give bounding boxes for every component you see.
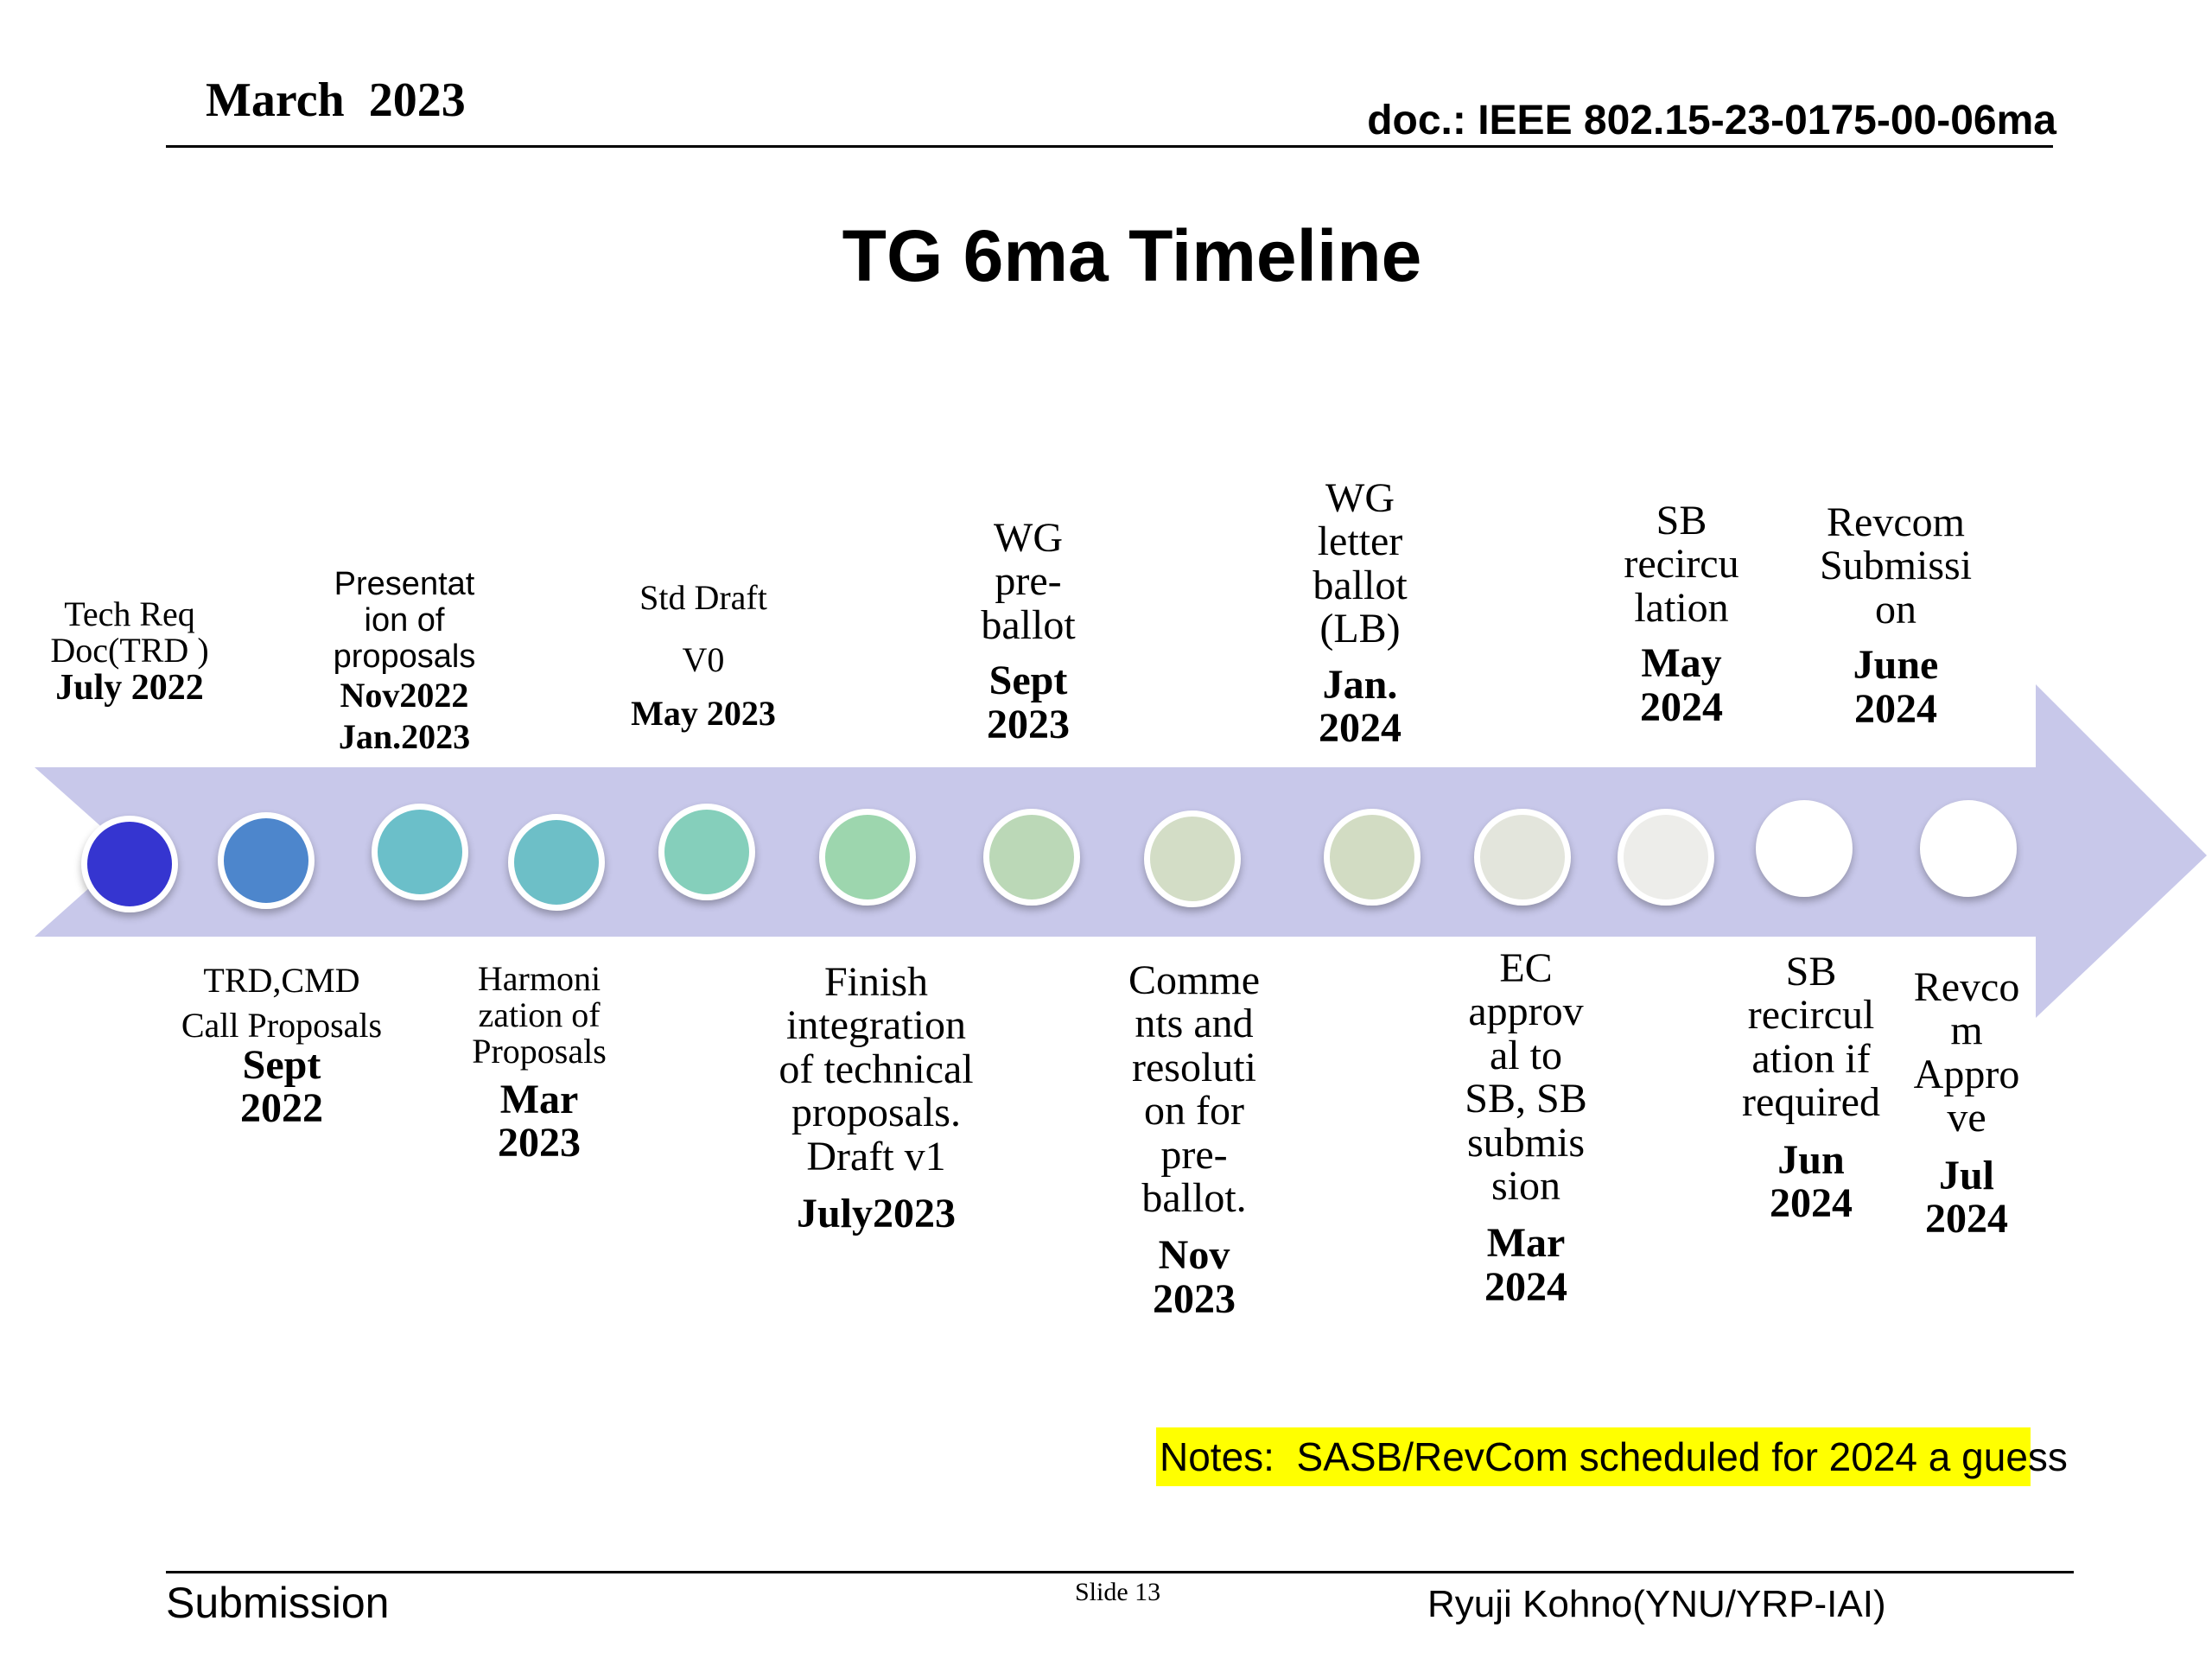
milestone-date: Sept 2023	[987, 658, 1070, 747]
header-divider	[166, 145, 2053, 148]
milestone-bottom-1: TRD,CMD Call Proposals Sept 2022	[178, 963, 385, 1131]
timeline-arrow-shape	[35, 684, 2207, 1018]
milestone-text: SB recircul ation if required	[1742, 949, 1880, 1126]
milestone-bottom-3: Finish integration of technical proposal…	[768, 959, 984, 1236]
slide-number: Slide 13	[1075, 1578, 1161, 1606]
milestone-text-2: Call Proposals	[181, 1006, 383, 1045]
milestone-top-3: Std Draft V0 May 2023	[574, 567, 833, 736]
footer-divider	[166, 1571, 2074, 1573]
milestone-text: Finish integration of technical proposal…	[779, 959, 974, 1179]
milestone-date: Nov 2023	[1153, 1232, 1236, 1322]
slide-title: TG 6ma Timeline	[842, 215, 1422, 296]
milestone-bottom-4: Comme nts and resoluti on for pre- ballo…	[1121, 957, 1268, 1322]
footer-author: Ryuji Kohno(YNU/YRP-IAI)	[1427, 1583, 1886, 1625]
milestone-text-2: V0	[682, 640, 725, 679]
milestone-text: Revco m Appro ve	[1913, 964, 2020, 1141]
milestone-text: Harmoni zation of Proposals	[472, 959, 607, 1071]
timeline-node-13	[1920, 800, 2017, 897]
milestone-text: Revcom Submissi on	[1819, 499, 1973, 632]
footer-submission: Submission	[166, 1579, 390, 1627]
milestone-text: EC approv al to SB, SB submis sion	[1465, 945, 1587, 1209]
milestone-date: May 2024	[1640, 640, 1723, 730]
milestone-top-2: Presentat ion of proposals Nov2022 Jan.2…	[318, 566, 491, 758]
milestone-text: Presentat ion of proposals	[333, 566, 476, 675]
timeline-node-5	[658, 804, 755, 900]
document-id: doc.: IEEE 802.15-23-0175-00-06ma	[1367, 98, 2056, 143]
milestone-bottom-5: EC approv al to SB, SB submis sion Mar 2…	[1461, 945, 1591, 1310]
milestone-date: June 2024	[1853, 642, 1939, 732]
milestone-date: Mar 2023	[498, 1077, 581, 1166]
timeline-node-9	[1324, 809, 1421, 906]
milestone-top-5: WG letter ballot (LB) Jan. 2024	[1295, 475, 1425, 751]
timeline-node-7	[983, 809, 1080, 906]
timeline-node-2	[218, 812, 315, 909]
milestone-top-4: WG pre- ballot Sept 2023	[959, 515, 1097, 747]
milestone-text: SB recircu lation	[1624, 498, 1739, 631]
milestone-date: Jun 2024	[1770, 1136, 1853, 1226]
milestone-date: Jul 2024	[1925, 1152, 2008, 1242]
milestone-top-7: Revcom Submissi on June 2024	[1809, 499, 1982, 732]
milestone-text: Tech Req Doc(TRD )	[50, 594, 209, 670]
milestone-text: TRD,CMD	[203, 961, 360, 1000]
milestone-date: Mar 2024	[1484, 1220, 1567, 1310]
timeline-node-6	[819, 809, 916, 906]
milestone-date: May 2023	[631, 694, 776, 733]
timeline-node-1	[81, 816, 178, 912]
milestone-date: Nov2022 Jan.2023	[338, 676, 471, 757]
milestone-bottom-2: Harmoni zation of Proposals Mar 2023	[457, 961, 621, 1166]
timeline-node-4	[508, 814, 605, 911]
milestone-bottom-6: SB recircul ation if required Jun 2024	[1729, 950, 1893, 1225]
milestone-top-1: Tech Req Doc(TRD ) July 2022	[43, 594, 216, 708]
milestone-text: Std Draft	[639, 578, 767, 617]
milestone-text: Comme nts and resoluti on for pre- ballo…	[1128, 957, 1260, 1221]
milestone-date: July2023	[796, 1190, 957, 1236]
timeline-node-8	[1144, 810, 1241, 907]
milestone-bottom-7: Revco m Appro ve Jul 2024	[1906, 964, 2027, 1242]
milestone-text: WG pre- ballot	[981, 515, 1076, 648]
milestone-top-6: SB recircu lation May 2024	[1612, 499, 1751, 729]
timeline-node-11	[1618, 809, 1714, 906]
milestone-date: Jan. 2024	[1319, 661, 1402, 751]
header-date: March 2023	[206, 73, 466, 127]
timeline-node-3	[372, 804, 468, 900]
timeline-node-10	[1474, 809, 1571, 906]
milestone-date: July 2022	[55, 668, 204, 708]
notes-highlight: Notes: SASB/RevCom scheduled for 2024 a …	[1156, 1427, 2068, 1486]
milestone-text: WG letter ballot (LB)	[1313, 475, 1408, 652]
milestone-date: Sept 2022	[240, 1042, 323, 1132]
timeline-node-12	[1756, 800, 1853, 897]
